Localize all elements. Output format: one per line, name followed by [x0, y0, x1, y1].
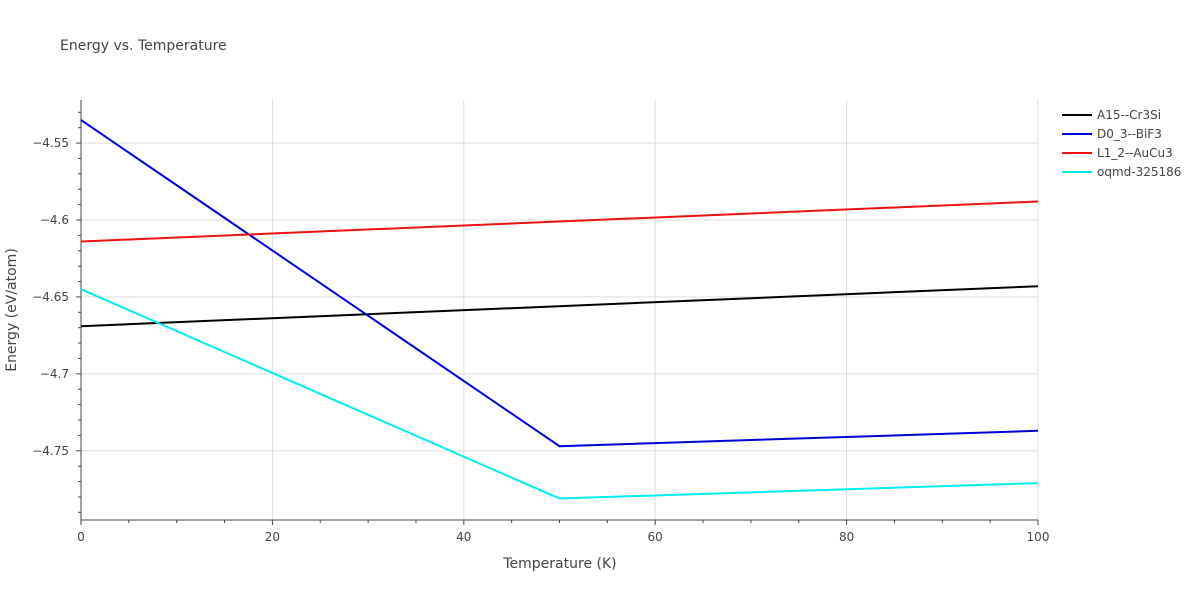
chart-title: Energy vs. Temperature — [60, 38, 227, 54]
legend-label-1[interactable]: A15--Cr3Si — [1097, 108, 1161, 122]
y-tick-label: −4.55 — [32, 136, 69, 150]
x-tick-label: 100 — [1027, 530, 1050, 544]
legend-label-4[interactable]: oqmd-325186 — [1097, 165, 1181, 179]
x-axis-label: Temperature (K) — [502, 556, 616, 572]
series-lines — [80, 119, 1039, 500]
series-line-1 — [80, 285, 1039, 328]
x-tick-label: 80 — [839, 530, 854, 544]
y-tick-label: −4.75 — [32, 444, 69, 458]
x-tick-label: 40 — [456, 530, 471, 544]
grid — [81, 100, 1039, 520]
legend-label-3[interactable]: L1_2--AuCu3 — [1097, 146, 1173, 160]
y-tick-label: −4.6 — [40, 213, 69, 227]
y-axis-label: Energy (eV/atom) — [4, 248, 20, 372]
axes: 0 20 40 60 80 100 −4.55 −4.6 −4.65 −4.7 −4.75 — [32, 100, 1049, 544]
legend-label-2[interactable]: D0_3--BiF3 — [1097, 127, 1162, 141]
x-tick-label: 60 — [648, 530, 663, 544]
y-tick-label: −4.7 — [40, 367, 69, 381]
legend: A15--Cr3Si D0_3--BiF3 L1_2--AuCu3 oqmd-3251… — [1062, 108, 1181, 179]
x-tick-label: 20 — [265, 530, 280, 544]
series-line-2 — [80, 119, 1039, 448]
x-tick-label: 0 — [77, 530, 85, 544]
y-tick-label: −4.65 — [32, 290, 69, 304]
series-line-4 — [80, 288, 1039, 500]
series-line-3 — [80, 200, 1039, 243]
